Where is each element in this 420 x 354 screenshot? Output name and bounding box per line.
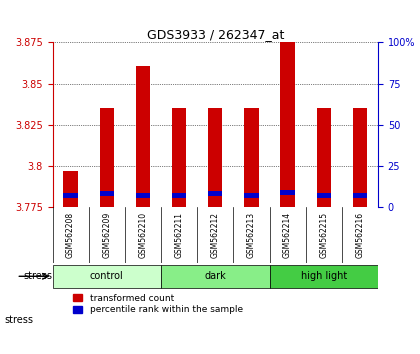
Text: GSM562216: GSM562216 xyxy=(355,212,365,258)
Bar xyxy=(63,171,78,207)
Text: dark: dark xyxy=(205,271,226,281)
Text: stress: stress xyxy=(4,315,33,325)
FancyBboxPatch shape xyxy=(161,265,270,288)
Bar xyxy=(100,108,114,207)
Legend: transformed count, percentile rank within the sample: transformed count, percentile rank withi… xyxy=(73,294,243,314)
Text: GSM562210: GSM562210 xyxy=(139,212,147,258)
Bar xyxy=(281,190,295,195)
Bar xyxy=(317,108,331,207)
Bar xyxy=(353,193,367,198)
Bar xyxy=(136,193,150,198)
Bar xyxy=(172,193,186,198)
Text: GSM562215: GSM562215 xyxy=(319,212,328,258)
Bar xyxy=(244,108,259,207)
Text: GSM562211: GSM562211 xyxy=(175,212,184,258)
Text: control: control xyxy=(90,271,123,281)
Bar xyxy=(136,65,150,207)
Bar xyxy=(63,193,78,198)
Text: GSM562212: GSM562212 xyxy=(211,212,220,258)
Text: high light: high light xyxy=(301,271,347,281)
Bar xyxy=(353,108,367,207)
Bar xyxy=(208,192,223,196)
Title: GDS3933 / 262347_at: GDS3933 / 262347_at xyxy=(147,28,284,41)
Text: GSM562209: GSM562209 xyxy=(102,212,111,258)
Text: GSM562208: GSM562208 xyxy=(66,212,75,258)
FancyBboxPatch shape xyxy=(52,265,161,288)
Bar xyxy=(172,108,186,207)
Text: GSM562213: GSM562213 xyxy=(247,212,256,258)
Text: GSM562214: GSM562214 xyxy=(283,212,292,258)
Bar xyxy=(208,108,223,207)
Bar xyxy=(317,193,331,198)
Bar xyxy=(244,193,259,198)
Bar xyxy=(281,42,295,207)
FancyBboxPatch shape xyxy=(270,265,378,288)
Text: stress: stress xyxy=(24,271,52,281)
Bar xyxy=(100,192,114,196)
